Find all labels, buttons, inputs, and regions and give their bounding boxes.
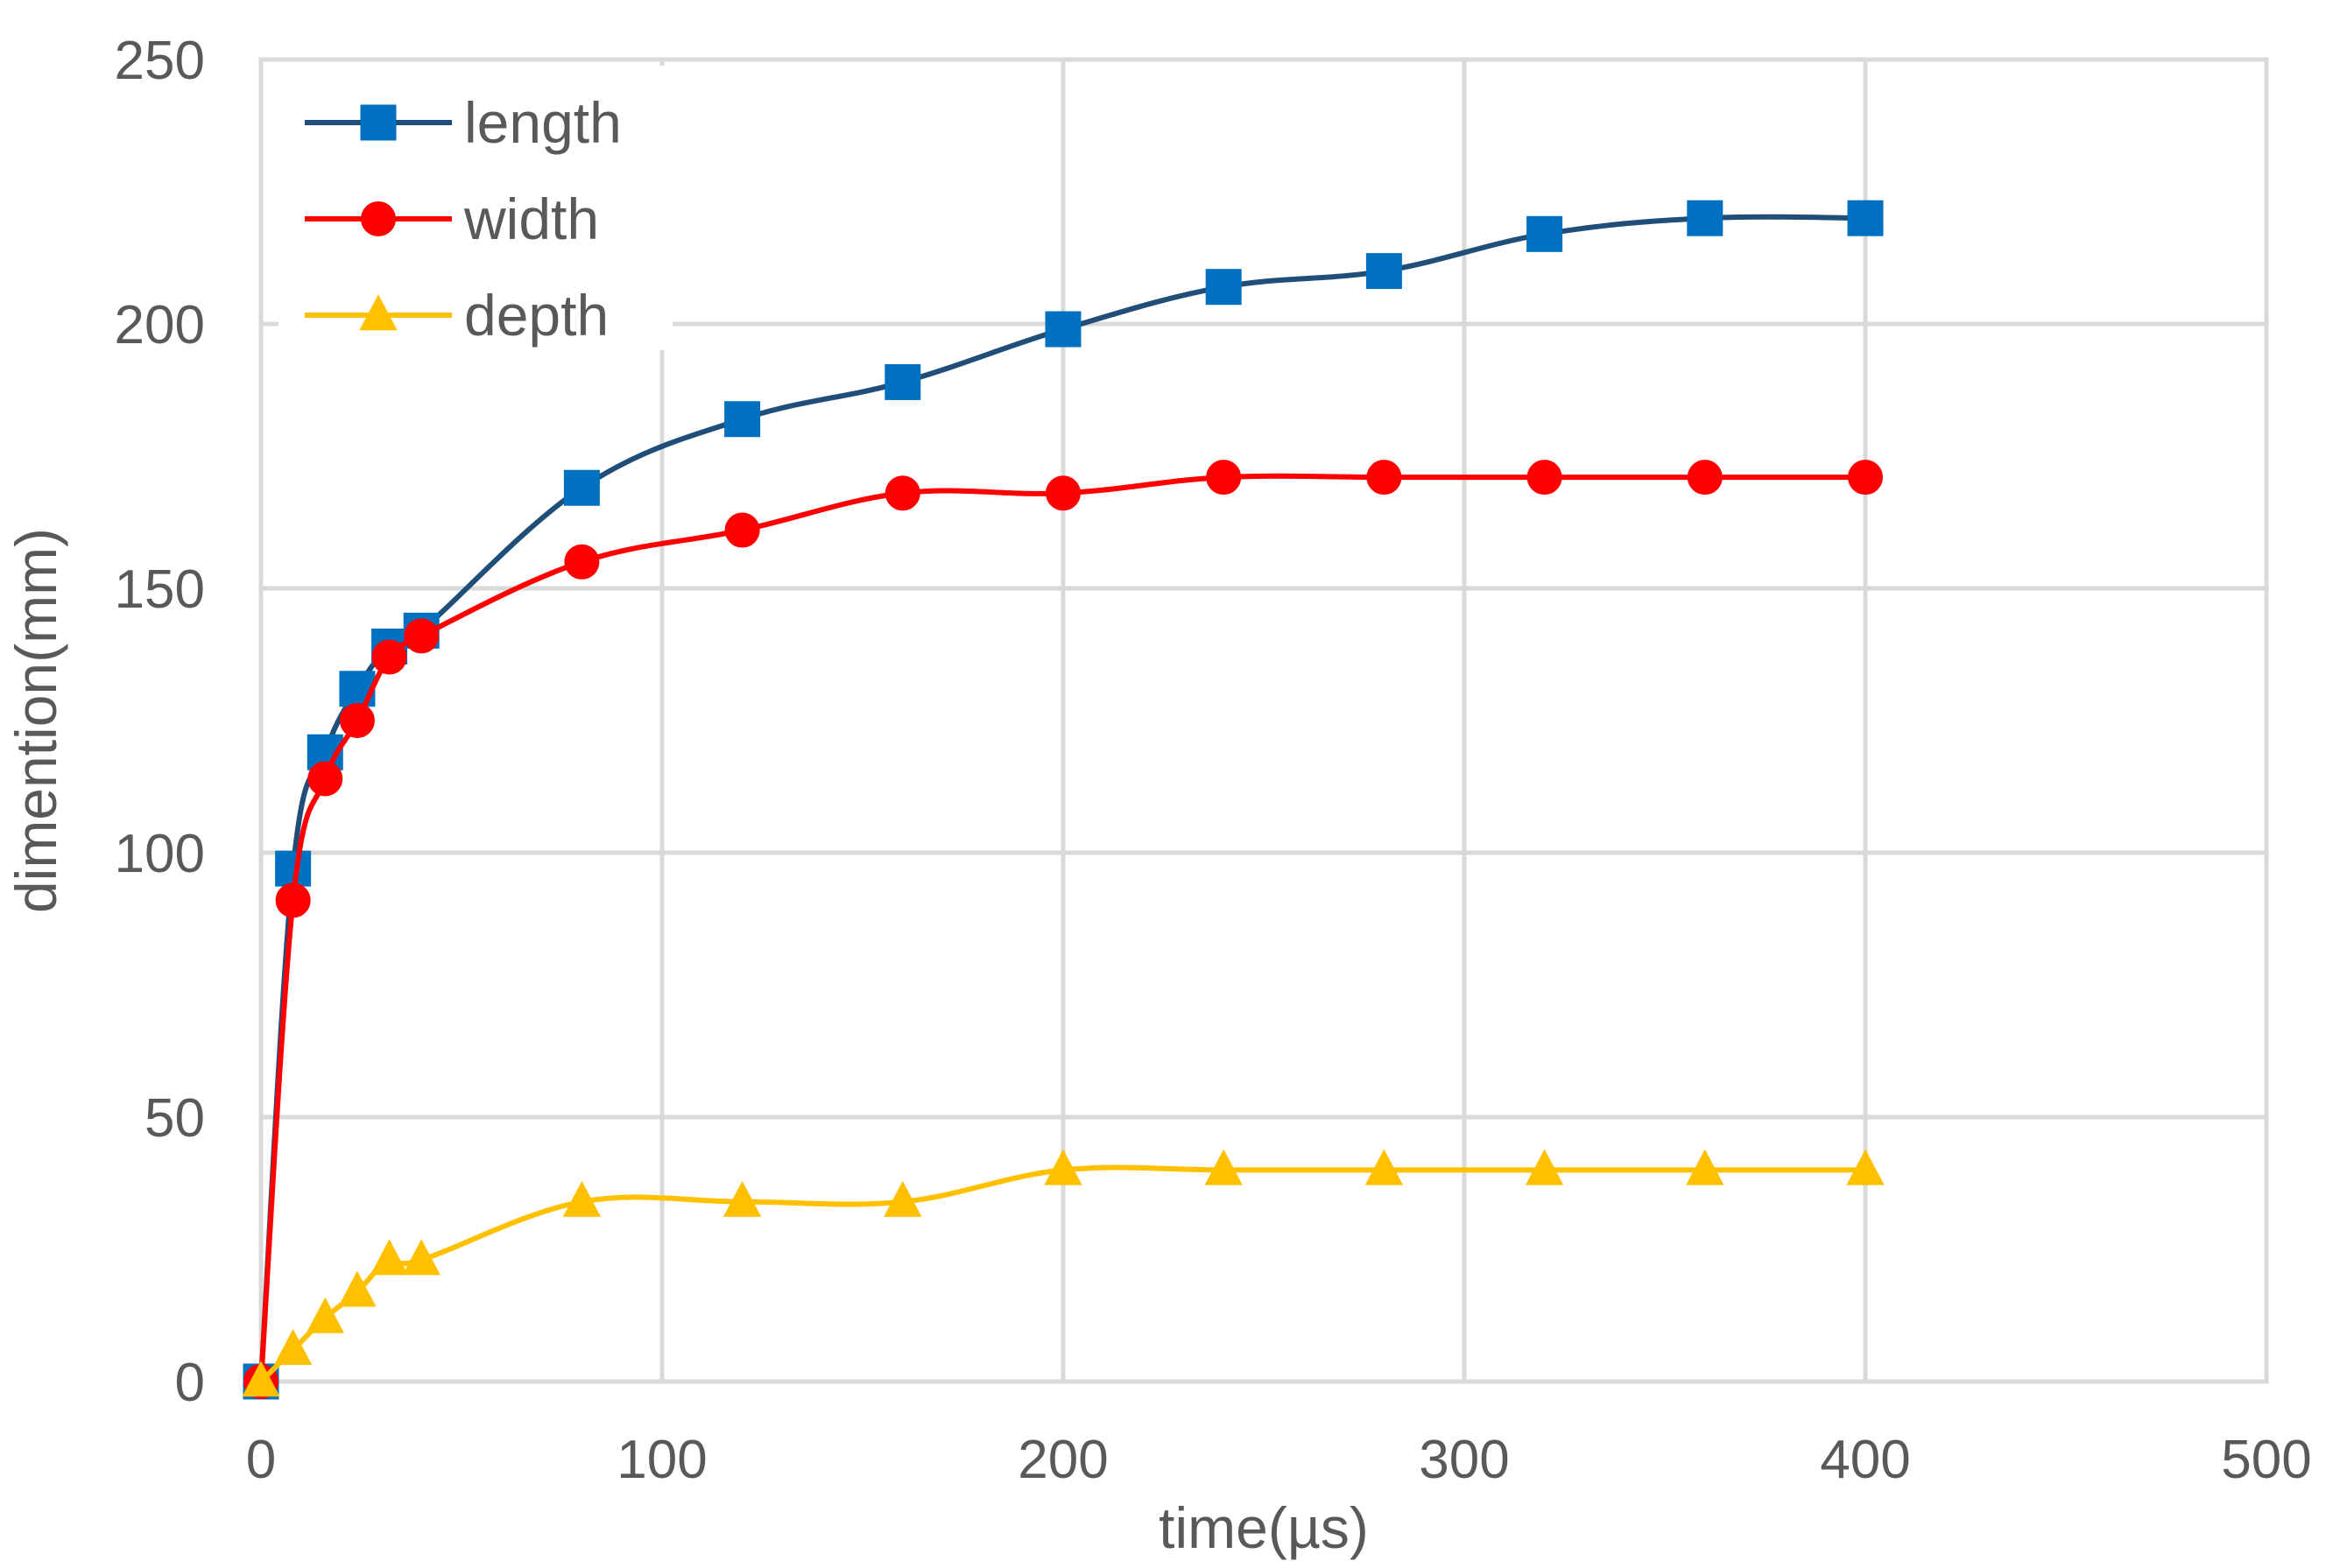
- data-point-depth: [562, 1180, 602, 1217]
- data-point-depth: [1686, 1149, 1724, 1185]
- data-point-length: [724, 401, 761, 438]
- data-point-width: [1206, 460, 1242, 496]
- y-tick-label: 100: [115, 824, 205, 884]
- data-point-depth: [1525, 1149, 1564, 1185]
- y-tick-label: 150: [115, 559, 205, 620]
- y-tick-label: 50: [144, 1088, 205, 1149]
- data-point-length: [1687, 200, 1723, 236]
- data-point-depth: [1846, 1149, 1885, 1185]
- x-tick-label: 400: [1820, 1430, 1910, 1490]
- y-tick-label: 0: [175, 1353, 205, 1413]
- x-axis-title: time(µs): [1159, 1495, 1369, 1560]
- data-point-width: [1366, 460, 1402, 496]
- data-point-width: [1046, 475, 1081, 511]
- data-point-depth: [1204, 1149, 1243, 1185]
- data-point-depth: [370, 1239, 409, 1276]
- data-point-length: [885, 363, 921, 400]
- legend-item-depth: depth: [305, 283, 609, 348]
- legend-marker-circle-icon: [361, 201, 396, 236]
- data-point-depth: [402, 1239, 441, 1276]
- data-point-length: [1526, 215, 1563, 252]
- y-tick-label: 250: [115, 31, 205, 91]
- legend-marker-triangle-icon: [359, 294, 398, 331]
- y-axis-title: dimention(mm): [4, 528, 68, 913]
- data-point-width: [307, 761, 343, 797]
- legend-item-width: width: [305, 186, 599, 251]
- data-point-depth: [273, 1328, 313, 1366]
- data-point-length: [1205, 269, 1242, 306]
- legend-label: depth: [464, 283, 609, 348]
- x-tick-label: 100: [617, 1430, 707, 1490]
- legend-label: width: [463, 186, 599, 251]
- data-point-width: [1848, 460, 1883, 496]
- data-point-width: [275, 882, 311, 918]
- data-point-depth: [1044, 1149, 1082, 1185]
- legend-background: [278, 66, 673, 350]
- data-point-width: [1526, 460, 1562, 496]
- series-width: [243, 460, 1883, 1399]
- x-tick-label: 0: [246, 1430, 276, 1490]
- data-point-depth: [306, 1297, 344, 1333]
- data-point-depth: [1364, 1149, 1404, 1185]
- tick-labels: 0 50 100 150 200 250 0 100 200 300 400 500: [115, 31, 2312, 1490]
- legend-marker-square-icon: [360, 104, 397, 141]
- data-point-depth: [722, 1180, 762, 1217]
- data-point-width: [339, 703, 375, 738]
- data-point-depth: [338, 1270, 377, 1307]
- data-point-width: [885, 475, 920, 511]
- data-point-depth: [242, 1361, 280, 1397]
- plot-frame: [258, 57, 2269, 1384]
- x-tick-label: 500: [2221, 1430, 2311, 1490]
- data-point-width: [564, 544, 600, 580]
- x-tick-label: 200: [1018, 1430, 1108, 1490]
- y-tick-label: 200: [115, 295, 205, 355]
- x-tick-label: 300: [1419, 1430, 1509, 1490]
- data-point-length: [1365, 253, 1402, 290]
- legend-label: length: [464, 90, 622, 155]
- data-point-depth: [884, 1180, 922, 1217]
- data-point-length: [1045, 311, 1082, 348]
- data-point-width: [724, 512, 760, 548]
- series-depth: [242, 1149, 1885, 1397]
- legend: length width depth: [278, 66, 673, 350]
- legend-item-length: length: [305, 90, 622, 155]
- data-point-length: [1847, 200, 1884, 236]
- data-point-width: [404, 618, 440, 654]
- data-point-width: [371, 639, 407, 675]
- data-point-length: [563, 469, 600, 506]
- series-group: [242, 200, 1885, 1400]
- data-point-width: [1687, 460, 1723, 496]
